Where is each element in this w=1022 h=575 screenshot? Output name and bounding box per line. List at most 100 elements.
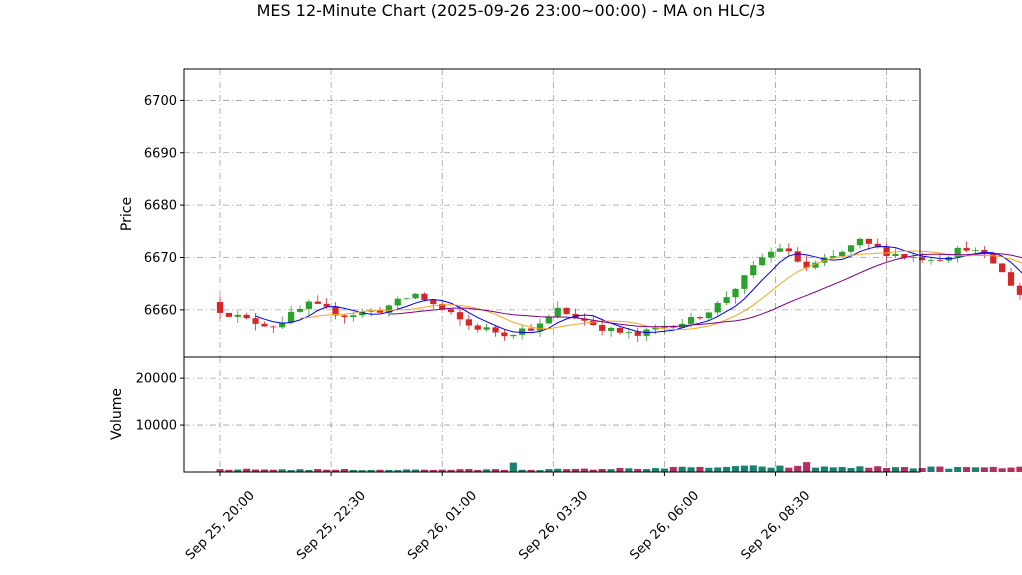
ma-line-1 — [255, 245, 1022, 334]
volume-bar — [945, 468, 953, 472]
candle-body — [1016, 285, 1022, 295]
volume-bar — [376, 469, 384, 472]
volume-bar — [705, 467, 713, 472]
volume-bar — [491, 469, 500, 472]
volume-bar — [305, 469, 313, 472]
volume-bar — [420, 469, 428, 472]
volume-bar — [340, 469, 348, 472]
volume-bar — [358, 470, 366, 472]
candle-body — [474, 325, 481, 330]
candle-body — [687, 317, 695, 324]
candle-body — [225, 312, 232, 317]
candle-body — [492, 327, 499, 333]
candle-body — [536, 323, 544, 331]
volume-bar — [989, 466, 997, 472]
candle-body — [394, 298, 401, 306]
candle-body — [696, 317, 704, 319]
candle-body — [732, 288, 739, 298]
candle-body — [510, 334, 517, 337]
volume-bar — [740, 465, 748, 472]
candle-body — [465, 319, 472, 326]
volume-bar — [580, 468, 588, 472]
candle-body — [341, 315, 348, 318]
candle-body — [759, 257, 766, 266]
price-tick-label: 6680 — [144, 199, 177, 214]
candle-body — [332, 306, 339, 316]
volume-bar — [794, 465, 802, 472]
volume-bar — [385, 469, 393, 472]
candle-body — [412, 293, 419, 299]
volume-bar — [269, 469, 277, 472]
candle-body — [625, 331, 632, 333]
candle-body — [963, 247, 970, 251]
candle-body — [865, 238, 872, 244]
volume-bar — [287, 470, 295, 472]
candle-body — [403, 298, 410, 300]
volume-bar — [829, 467, 837, 472]
volume-bar — [1007, 467, 1015, 472]
candle-body — [741, 275, 748, 289]
volume-bar — [891, 467, 900, 472]
x-tick-label: Sep 26, 06:00 — [627, 488, 702, 563]
volume-bar — [669, 466, 677, 472]
volume-bar — [971, 467, 980, 472]
volume-bar — [1016, 466, 1022, 472]
candle-body — [279, 322, 286, 328]
candle-body — [545, 316, 552, 324]
volume-bar — [714, 467, 722, 472]
candle-body — [972, 250, 979, 251]
volume-bar — [518, 469, 526, 472]
candle-body — [439, 304, 446, 310]
volume-bar — [260, 469, 268, 472]
volume-bar — [643, 469, 651, 472]
volume-bar — [874, 466, 882, 472]
volume-bar — [900, 466, 908, 472]
volume-bar — [883, 467, 891, 472]
volume-bar — [438, 469, 446, 472]
chart-title: MES 12-Minute Chart (2025-09-26 23:00~00… — [257, 1, 766, 20]
candle-body — [456, 312, 464, 320]
candle-body — [447, 309, 455, 313]
volume-bar — [927, 466, 935, 472]
candle-body — [750, 265, 757, 276]
price-axis-label: Price — [119, 197, 135, 231]
volume-bar — [296, 469, 304, 472]
price-tick-label: 6670 — [144, 251, 177, 266]
candle-body — [705, 312, 712, 319]
volume-bar — [447, 469, 455, 472]
volume-bar — [785, 467, 793, 472]
candle-body — [501, 332, 508, 337]
volume-bar — [367, 469, 375, 472]
candle-body — [883, 247, 890, 257]
candle-body — [785, 248, 792, 252]
x-tick-label: Sep 26, 01:00 — [405, 488, 480, 563]
x-axis: Sep 25, 20:00 Sep 25, 22:30 Sep 26, 01:00 S… — [183, 472, 888, 563]
x-tick-label: Sep 26, 08:30 — [738, 488, 813, 563]
candle-body — [323, 303, 330, 307]
price-tick-label: 6690 — [144, 146, 177, 161]
volume-bar — [278, 469, 286, 472]
price-tick-label: 6700 — [144, 94, 177, 109]
price-panel-frame — [183, 68, 921, 358]
volume-bar — [331, 469, 340, 472]
candle-body — [385, 305, 392, 313]
candle-body — [581, 318, 588, 321]
candle-body — [421, 293, 428, 300]
volume-bar — [589, 469, 597, 472]
x-tick-label: Sep 25, 22:30 — [294, 488, 369, 563]
candle-body — [990, 254, 997, 264]
volume-bar — [803, 462, 811, 472]
volume-bar — [634, 468, 642, 472]
volume-bar — [678, 466, 686, 472]
volume-bar — [936, 466, 944, 472]
candle-body — [376, 310, 384, 313]
price-tick-label: 6660 — [144, 303, 177, 318]
candle-body — [901, 253, 908, 258]
volume-bar — [554, 468, 562, 472]
candle-body — [350, 315, 357, 318]
volume-bar — [500, 469, 508, 472]
volume-bar — [571, 468, 580, 472]
volume-bar — [536, 470, 544, 472]
candle-body — [519, 328, 526, 335]
